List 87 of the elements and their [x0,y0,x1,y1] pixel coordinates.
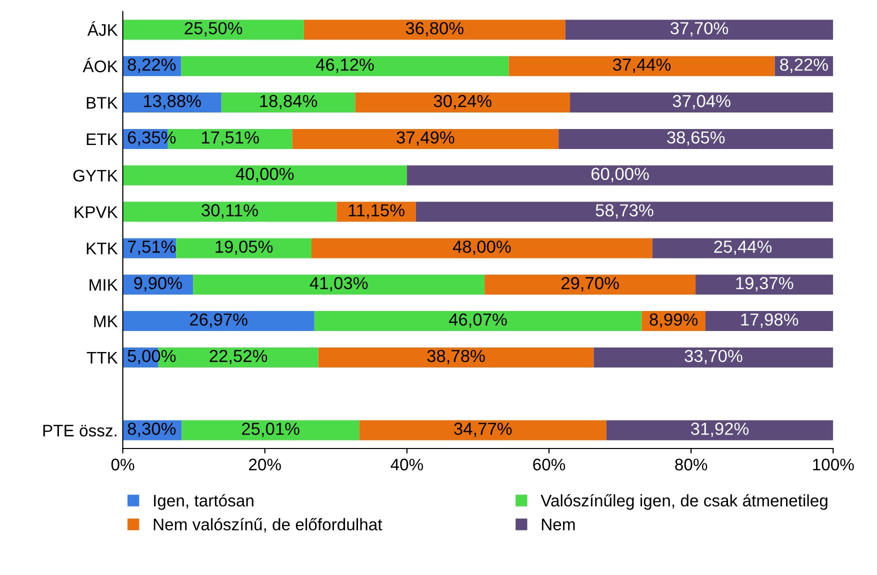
bar [359,420,606,440]
bar [570,92,834,113]
data-label: 8,22% [128,58,176,73]
data-label: 17,51% [202,131,259,146]
data-label: 36,80% [406,22,464,36]
data-label: 22,52% [210,350,268,364]
x-tick-label: 100% [813,458,854,470]
data-label: 40,00% [236,168,294,182]
bar [311,238,652,258]
data-label: 7,51% [128,240,176,255]
data-label: 41,03% [310,276,368,292]
bar [416,202,834,222]
y-tick-label: KPVK [74,206,118,218]
bar [221,92,356,113]
data-label: 8,99% [650,313,698,328]
data-label: 46,12% [316,58,374,73]
bar [122,20,304,40]
bar [193,274,485,295]
y-tick-label: BTK [86,97,118,109]
data-label: 18,84% [260,94,318,110]
data-label: 25,01% [242,422,300,438]
data-label: 13,88% [144,94,201,110]
bar [314,311,642,332]
bar [181,56,509,76]
x-tick-label: 60% [533,458,566,470]
y-tick-label: MK [94,316,118,328]
data-label: 31,92% [691,422,749,438]
bar [292,128,559,149]
data-label: 37,49% [396,131,454,146]
bar [594,347,834,368]
data-label: 37,44% [613,58,671,73]
bar [182,420,360,440]
data-label: 25,50% [184,22,242,36]
x-tick-label: 0% [111,458,134,470]
x-tick-label: 20% [249,458,281,470]
data-label: 34,77% [454,422,512,438]
data-label: 26,97% [190,313,248,328]
x-tick-label: 40% [390,458,424,470]
data-label: 38,78% [427,350,485,364]
data-label: 30,24% [434,94,492,110]
bar [318,347,594,368]
data-label: 8,22% [780,58,828,73]
data-label: 37,04% [672,94,730,110]
data-label: 19,05% [216,240,273,255]
bar [304,20,566,40]
y-tick-label: PTE össz. [43,424,116,436]
y-tick-label: GYTK [73,170,118,182]
bar [176,238,312,258]
data-label: 11,15% [348,204,404,219]
bar [122,165,407,186]
bar [122,202,337,222]
y-tick-label: ÁJK [87,21,118,36]
data-label: 17,98% [741,313,798,328]
bar [122,311,314,332]
y-tick-label: ETK [86,134,118,145]
data-label: 46,07% [448,313,507,328]
bar [652,238,834,258]
y-tick-label: ÁOK [82,58,118,72]
data-label: 25,44% [714,240,772,255]
data-label: 58,73% [596,204,654,219]
x-tick-label: 80% [675,458,708,470]
legend-label: Nem valószínű, de előfordulhat [154,518,382,532]
legend-label: Igen, tartósan [154,494,254,510]
legend-label: Valószínűleg igen, de csak átmenetileg [540,494,828,510]
data-label: 38,65% [667,131,725,146]
data-label: 37,70% [670,22,728,36]
bar [508,56,775,76]
data-label: 9,90% [134,276,182,292]
bar [705,311,834,332]
y-tick-label: TTK [86,352,118,364]
bar [558,128,834,149]
data-label: 19,37% [736,276,794,292]
bar [606,420,834,440]
y-tick-label: MIK [90,279,118,291]
data-label: 33,70% [684,350,742,364]
bar [565,20,834,40]
data-label: 48,00% [452,240,511,255]
bar [696,274,834,295]
data-label: 60,00% [591,168,649,182]
legend-label: Nem [542,518,575,530]
bar [355,92,570,113]
bar [484,274,696,295]
data-label: 29,70% [561,276,619,292]
data-label: 8,30% [128,422,176,438]
data-label: 30,11% [202,204,258,219]
bar [406,165,834,186]
y-tick-label: KTK [86,242,118,254]
